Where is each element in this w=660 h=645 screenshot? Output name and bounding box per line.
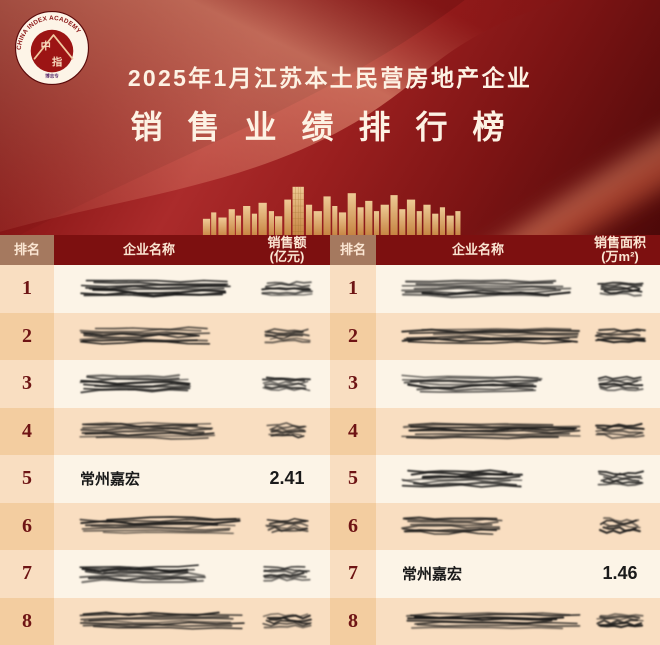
svg-text:中: 中	[41, 40, 51, 53]
